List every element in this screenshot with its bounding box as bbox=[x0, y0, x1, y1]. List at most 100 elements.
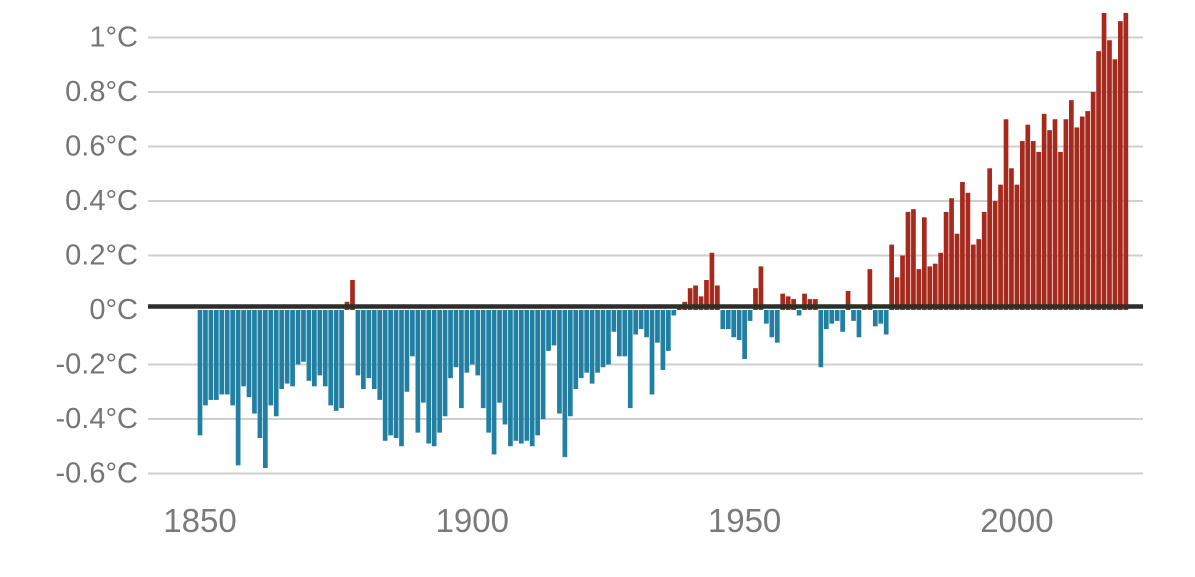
bar-1892 bbox=[426, 310, 432, 444]
bar-1980 bbox=[905, 211, 911, 310]
bar-1981 bbox=[911, 209, 916, 311]
bar-1866 bbox=[284, 310, 290, 384]
bar-1951 bbox=[747, 310, 753, 321]
bar-1914 bbox=[546, 310, 551, 351]
bar-2005 bbox=[1041, 113, 1047, 310]
bar-1900 bbox=[469, 310, 475, 365]
bar-1912 bbox=[535, 310, 540, 436]
bar-1909 bbox=[518, 310, 524, 444]
bar-1952 bbox=[753, 288, 758, 310]
y-axis-tick-label-0°C: 0°C bbox=[89, 294, 138, 326]
bar-1929 bbox=[627, 310, 633, 409]
bar-2002 bbox=[1025, 124, 1031, 310]
bar-1875 bbox=[333, 310, 339, 411]
bar-2010 bbox=[1069, 100, 1074, 310]
bar-1949 bbox=[736, 310, 742, 340]
bar-1919 bbox=[573, 310, 579, 390]
bar-1904 bbox=[491, 310, 497, 455]
bar-1895 bbox=[442, 310, 448, 417]
bar-2009 bbox=[1063, 119, 1069, 310]
bar-1946 bbox=[720, 310, 726, 330]
y-axis-tick-label--0.4°C: -0.4°C bbox=[55, 403, 138, 435]
bar-2014 bbox=[1090, 92, 1096, 310]
bar-1865 bbox=[279, 310, 285, 390]
bar-2003 bbox=[1030, 141, 1036, 310]
bar-1873 bbox=[322, 310, 328, 387]
bar-1977 bbox=[889, 244, 894, 310]
x-axis-tick-label-2000: 2000 bbox=[980, 502, 1053, 539]
bar-2019 bbox=[1118, 21, 1123, 311]
bar-1995 bbox=[987, 168, 993, 310]
bar-1965 bbox=[823, 310, 829, 330]
bar-1989 bbox=[954, 233, 960, 310]
bar-2007 bbox=[1052, 119, 1058, 310]
bar-1882 bbox=[371, 310, 377, 390]
bar-1863 bbox=[268, 310, 274, 406]
bar-1872 bbox=[317, 310, 323, 376]
x-axis-tick-label-1900: 1900 bbox=[436, 502, 509, 539]
bar-1934 bbox=[655, 310, 660, 343]
bar-1890 bbox=[415, 310, 421, 433]
x-axis-tick-label-1950: 1950 bbox=[708, 502, 781, 539]
bar-1920 bbox=[578, 310, 584, 379]
bar-1994 bbox=[981, 211, 987, 310]
bar-1985 bbox=[932, 263, 938, 311]
bar-1922 bbox=[589, 310, 595, 384]
bar-1942 bbox=[698, 296, 704, 311]
bar-1964 bbox=[818, 310, 824, 368]
bar-1864 bbox=[273, 310, 279, 417]
bar-1860 bbox=[252, 310, 257, 414]
bar-1899 bbox=[464, 310, 470, 373]
bar-1894 bbox=[437, 310, 442, 433]
bar-2011 bbox=[1074, 127, 1080, 310]
bar-1852 bbox=[208, 310, 214, 400]
bar-1941 bbox=[693, 285, 698, 310]
bar-2015 bbox=[1096, 51, 1101, 311]
bar-1998 bbox=[1003, 119, 1009, 310]
bar-1916 bbox=[557, 310, 562, 414]
y-axis-tick-label-0.6°C: 0.6°C bbox=[65, 131, 138, 163]
bar-1876 bbox=[339, 310, 344, 409]
bar-1955 bbox=[769, 310, 775, 338]
bar-1968 bbox=[840, 310, 845, 332]
bar-1973 bbox=[867, 269, 873, 311]
bar-1943 bbox=[704, 280, 709, 310]
bar-1960 bbox=[796, 310, 802, 316]
bar-2001 bbox=[1020, 141, 1025, 310]
bar-1905 bbox=[497, 310, 502, 403]
bar-2018 bbox=[1112, 59, 1118, 310]
bar-1987 bbox=[943, 211, 949, 310]
bar-1859 bbox=[246, 310, 252, 398]
bar-1988 bbox=[949, 198, 954, 310]
bar-1935 bbox=[660, 310, 666, 370]
bar-1966 bbox=[829, 310, 835, 324]
bar-1991 bbox=[965, 192, 971, 310]
bar-1856 bbox=[230, 310, 236, 406]
bar-1983 bbox=[921, 217, 927, 310]
bar-2020 bbox=[1123, 12, 1129, 310]
bar-1907 bbox=[508, 310, 513, 447]
bar-1880 bbox=[361, 310, 366, 390]
bar-1911 bbox=[529, 310, 535, 447]
bar-1931 bbox=[638, 310, 644, 330]
bar-1954 bbox=[764, 310, 769, 324]
bar-1923 bbox=[595, 310, 600, 373]
bar-1993 bbox=[976, 239, 982, 310]
y-axis-tick-label-0.2°C: 0.2°C bbox=[65, 240, 138, 272]
bar-1910 bbox=[524, 310, 530, 441]
bar-1902 bbox=[480, 310, 486, 409]
bar-1937 bbox=[671, 310, 677, 316]
bar-1855 bbox=[224, 310, 230, 395]
bar-1898 bbox=[459, 310, 464, 409]
bar-1924 bbox=[600, 310, 606, 368]
bar-2013 bbox=[1085, 111, 1091, 310]
bar-1996 bbox=[992, 201, 998, 310]
bar-2000 bbox=[1014, 184, 1020, 310]
bar-1884 bbox=[382, 310, 388, 441]
bar-1886 bbox=[393, 310, 399, 439]
bar-1915 bbox=[551, 310, 557, 346]
x-axis-tick-label-1850: 1850 bbox=[163, 502, 236, 539]
bar-1999 bbox=[1009, 168, 1014, 310]
bar-1897 bbox=[453, 310, 459, 368]
